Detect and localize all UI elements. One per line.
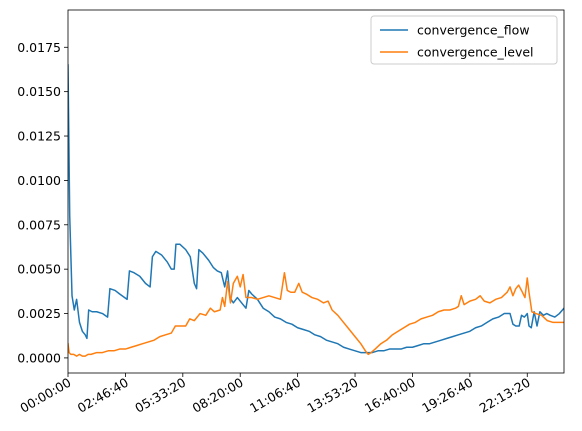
y-tick-label: 0.0100 (17, 173, 61, 188)
series-line-convergence-level (68, 271, 564, 357)
legend: convergence_flow convergence_level (370, 15, 558, 65)
y-tick-label: 0.0175 (17, 40, 61, 55)
y-tick-label: 0.0125 (17, 129, 61, 144)
y-tick-label: 0.0075 (17, 217, 61, 232)
y-axis: 0.0000 0.0025 0.0050 0.0075 0.0100 0.0125 0.01… (17, 40, 68, 365)
y-tick-label: 0.0000 (17, 350, 61, 365)
y-tick-label: 0.0050 (17, 262, 61, 277)
series-line-convergence-flow (68, 64, 564, 354)
y-tick-label: 0.0150 (17, 84, 61, 99)
legend-label: convergence_level (417, 45, 534, 60)
plot-frame (67, 9, 565, 374)
series-layer (68, 64, 564, 357)
legend-label: convergence_flow (417, 23, 530, 38)
y-tick-label: 0.0025 (17, 306, 61, 321)
legend-box (370, 15, 558, 65)
